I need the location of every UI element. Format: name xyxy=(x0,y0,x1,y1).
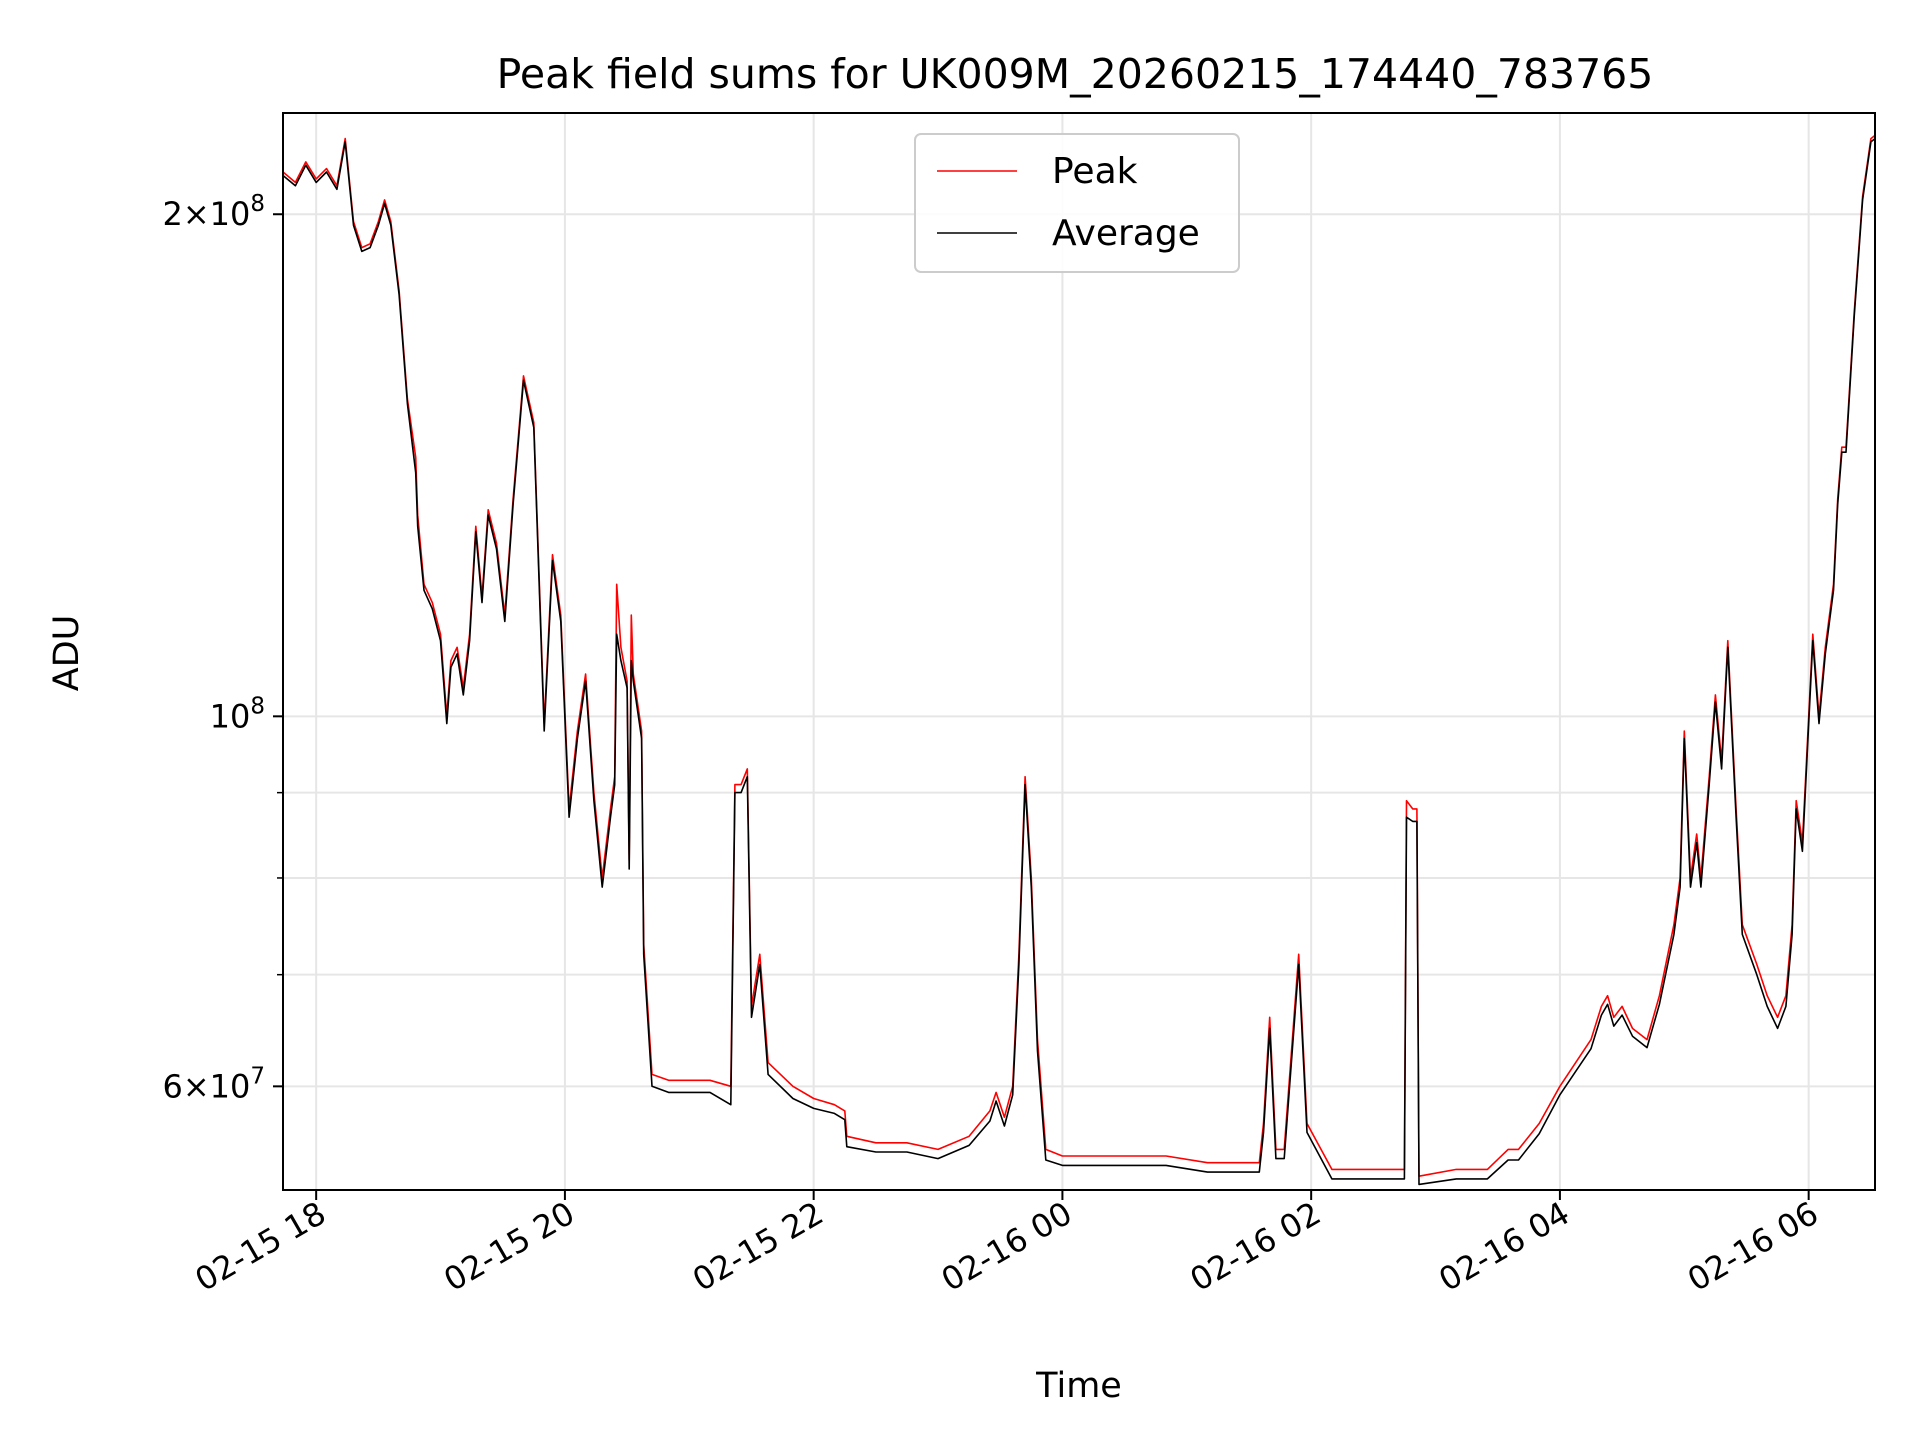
legend-label-average: Average xyxy=(1052,213,1200,254)
x-axis-label: Time xyxy=(1035,1366,1122,1406)
series-layer xyxy=(282,134,1876,1186)
legend-box xyxy=(914,133,1240,273)
y-tick-label-0: 6×107 xyxy=(162,1063,265,1105)
y-tick-label-2: 2×108 xyxy=(162,191,265,233)
legend: Peak Average xyxy=(914,133,1240,273)
series-line-average xyxy=(282,137,1876,1186)
chart-title: Peak field sums for UK009M_20260215_1744… xyxy=(497,50,1654,98)
legend-label-peak: Peak xyxy=(1052,151,1138,192)
plot-frame xyxy=(282,112,1876,1191)
y-axis-label: ADU xyxy=(47,615,87,692)
